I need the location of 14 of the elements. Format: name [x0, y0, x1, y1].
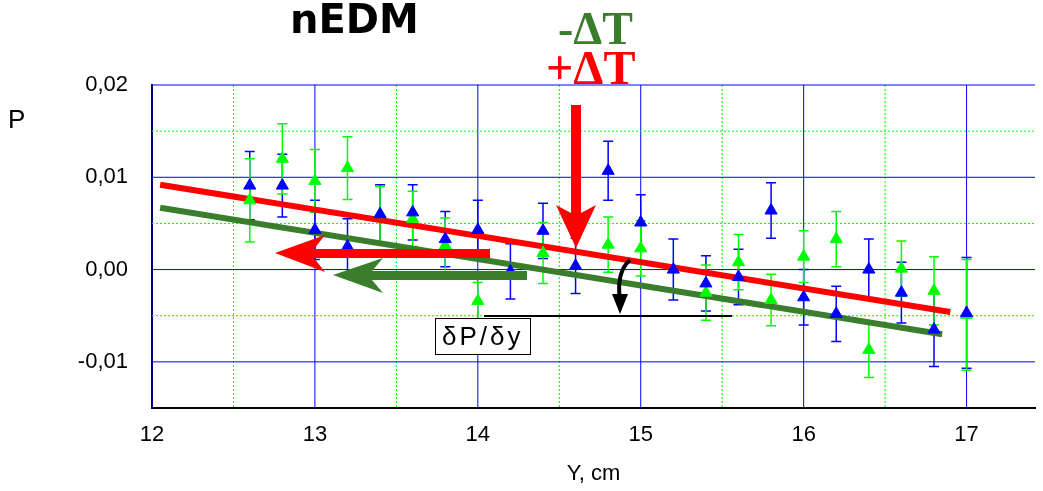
- x-tick-label: 12: [139, 421, 165, 447]
- x-tick-label: 17: [954, 421, 979, 447]
- y-tick-label: 0,02: [85, 71, 128, 97]
- x-tick-label: 13: [302, 421, 328, 447]
- y-tick-label: 0,00: [85, 255, 128, 281]
- y-tick-label: 0,01: [85, 163, 128, 189]
- x-tick-label: 15: [628, 421, 653, 447]
- annotation: δP/δy: [435, 318, 531, 355]
- y-axis-title: P: [8, 104, 26, 135]
- y-tick-label: -0,01: [77, 347, 128, 373]
- x-tick-label: 16: [791, 421, 816, 447]
- chart-title: nEDM: [290, 0, 419, 42]
- x-axis-title: Y, cm: [566, 459, 621, 485]
- x-tick-label: 14: [465, 421, 491, 447]
